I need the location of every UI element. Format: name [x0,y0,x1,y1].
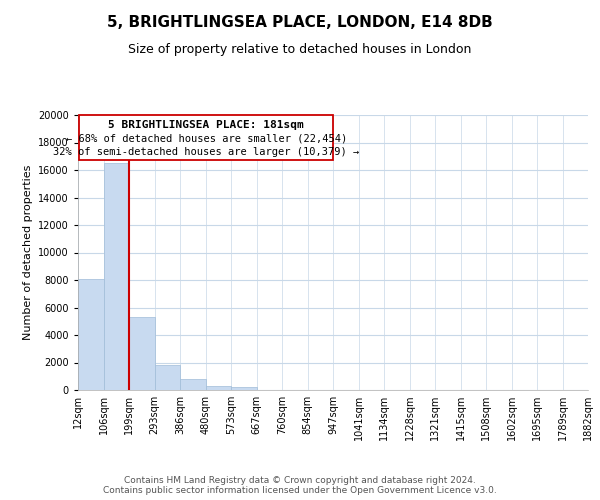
Text: ← 68% of detached houses are smaller (22,454): ← 68% of detached houses are smaller (22… [65,134,347,144]
Text: Size of property relative to detached houses in London: Size of property relative to detached ho… [128,42,472,56]
Bar [205,386,231,390]
Bar [180,379,205,390]
Y-axis label: Number of detached properties: Number of detached properties [23,165,32,340]
Bar [129,317,155,390]
Bar [104,163,129,390]
Bar [231,387,257,390]
FancyBboxPatch shape [79,115,333,160]
Text: Contains HM Land Registry data © Crown copyright and database right 2024.
Contai: Contains HM Land Registry data © Crown c… [103,476,497,495]
Text: 5, BRIGHTLINGSEA PLACE, LONDON, E14 8DB: 5, BRIGHTLINGSEA PLACE, LONDON, E14 8DB [107,15,493,30]
Bar [155,365,180,390]
Text: 5 BRIGHTLINGSEA PLACE: 181sqm: 5 BRIGHTLINGSEA PLACE: 181sqm [108,120,304,130]
Text: 32% of semi-detached houses are larger (10,379) →: 32% of semi-detached houses are larger (… [53,147,359,157]
Bar [78,278,104,390]
